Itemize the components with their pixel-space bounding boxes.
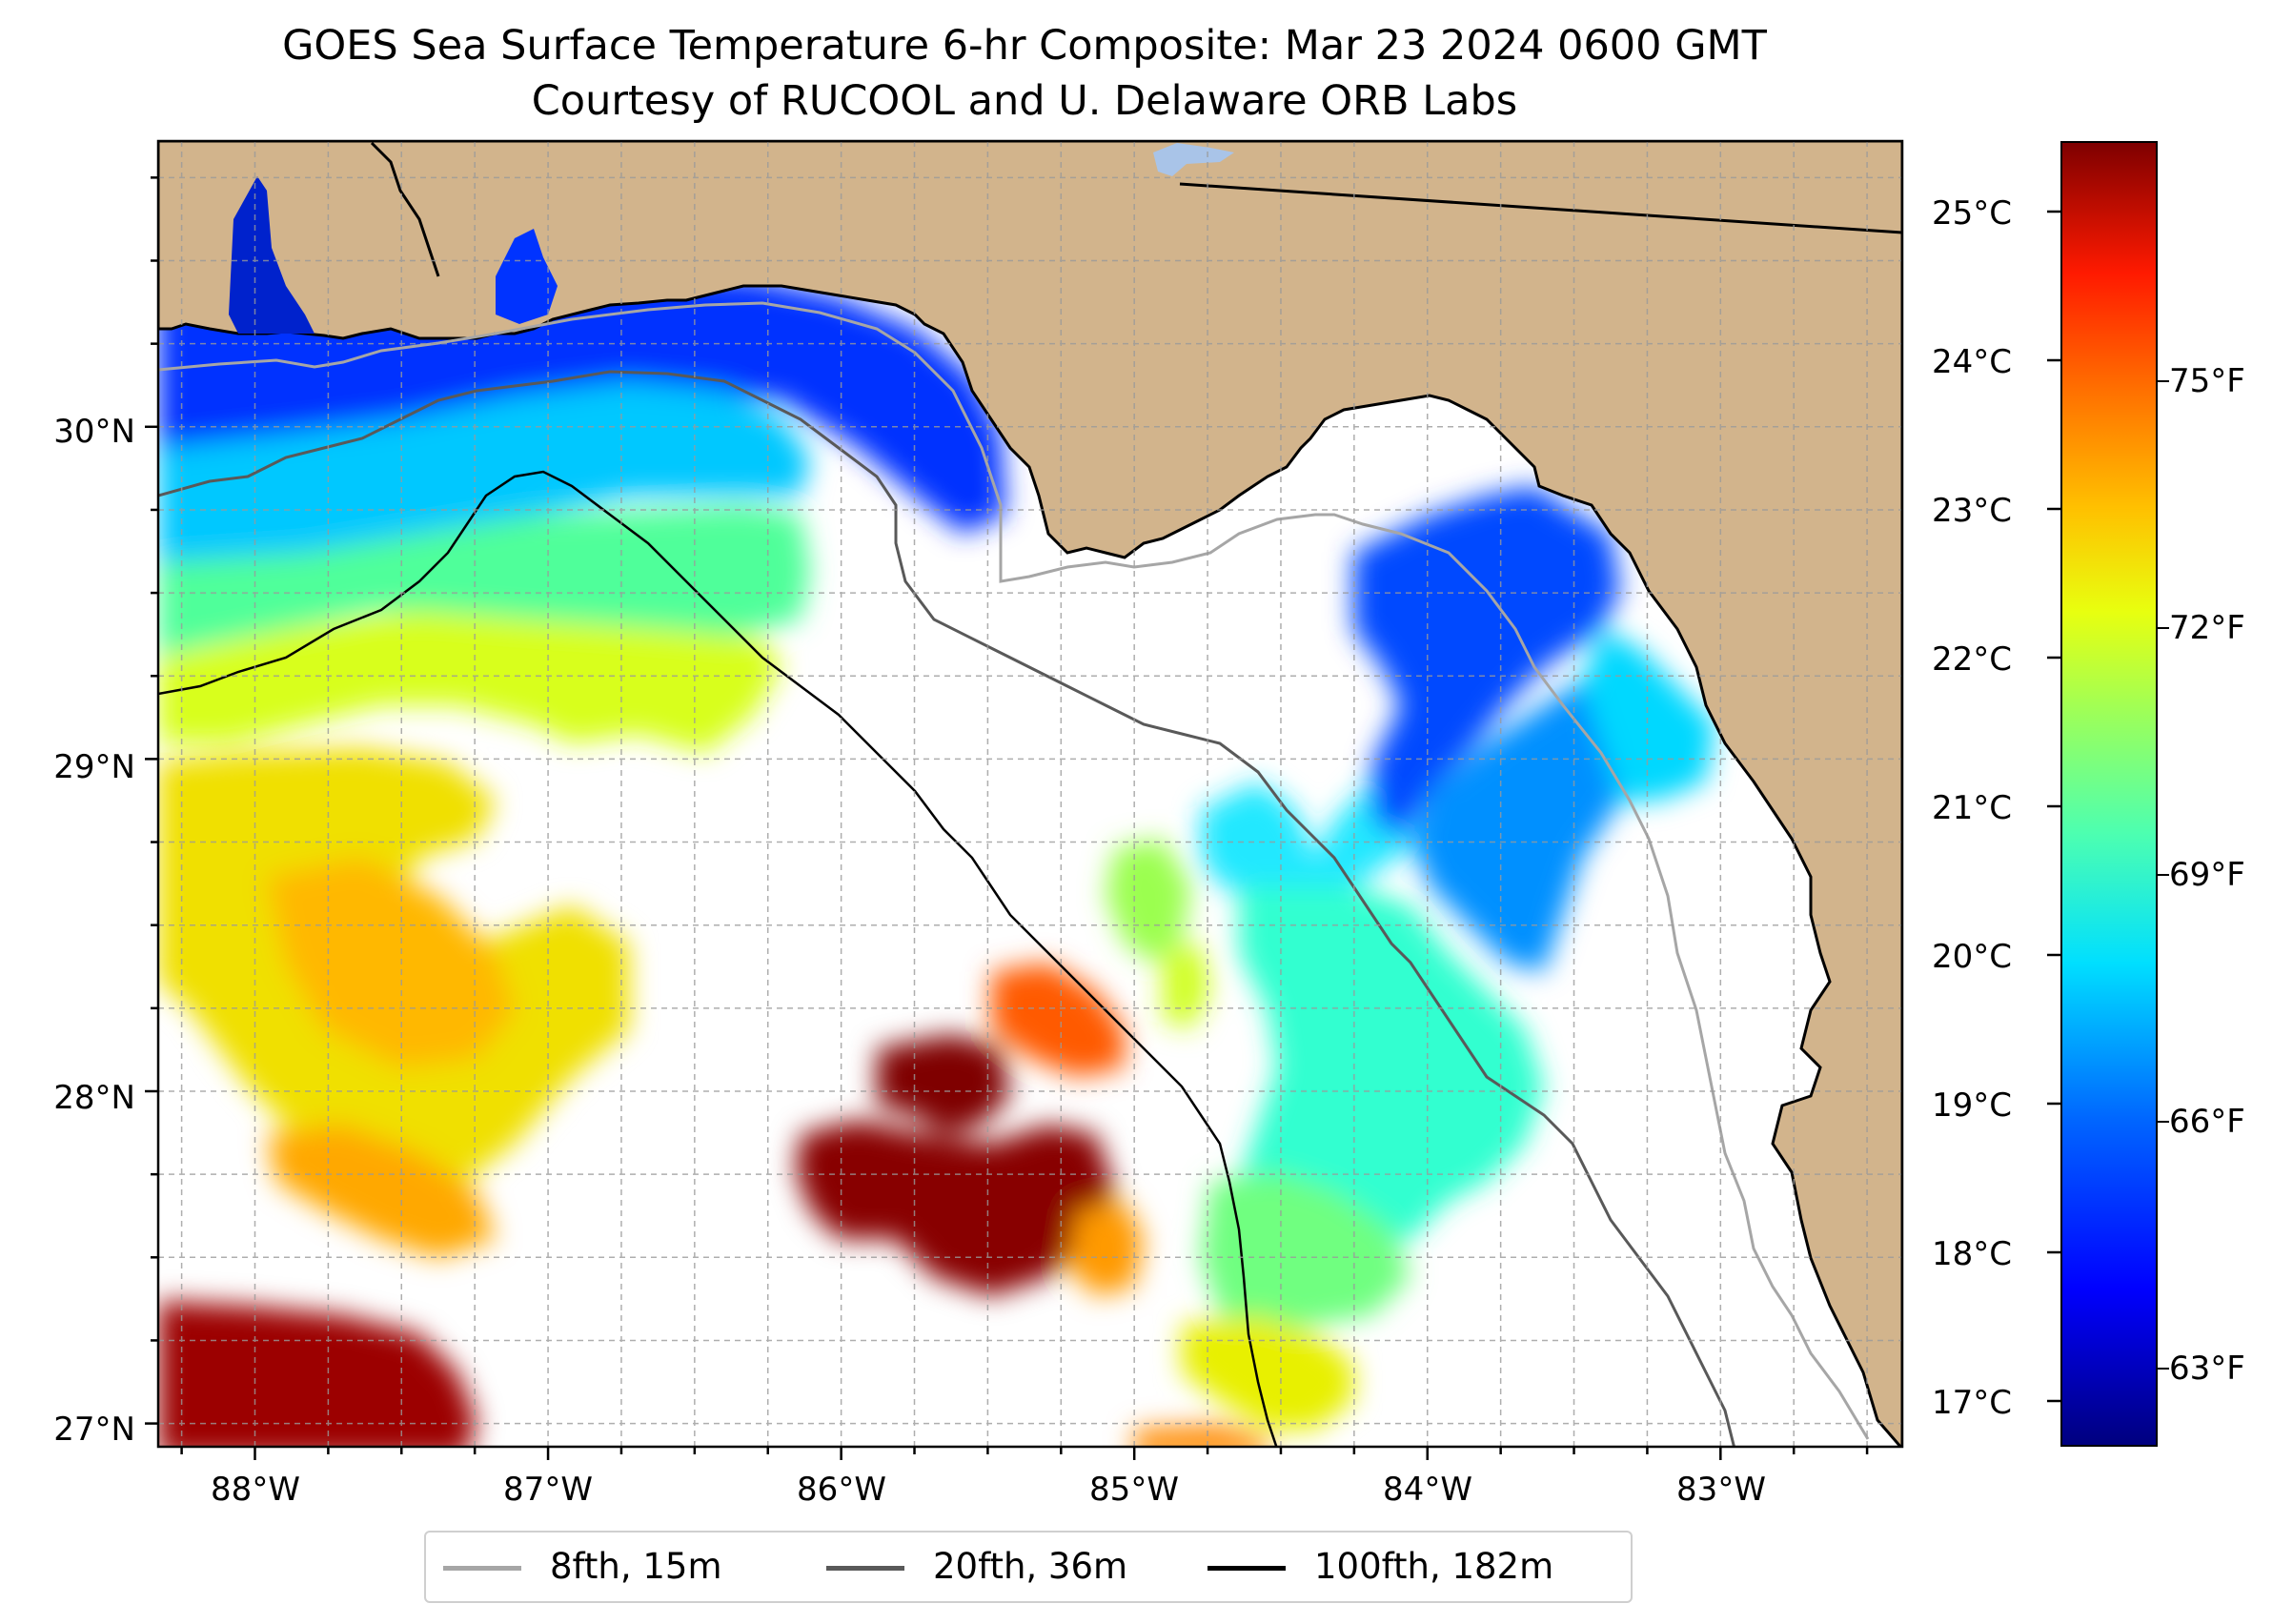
fahrenheit-label-69: 69°F — [2169, 856, 2245, 894]
celsius-label-24: 24°C — [1932, 343, 2013, 381]
figure-title: GOES Sea Surface Temperature 6-hr Compos… — [282, 22, 1767, 70]
contour-100fth — [158, 470, 1278, 1447]
contour-20fth — [158, 370, 1736, 1447]
lon-label-86w: 86°W — [797, 1471, 886, 1509]
sst-patch-eddy-dark — [796, 1120, 1115, 1296]
sst-patch-eddy-orange — [991, 963, 1125, 1077]
mobile-bay-water — [229, 176, 315, 334]
axis-ticks — [145, 176, 2060, 1460]
fahrenheit-label-66: 66°F — [2169, 1103, 2245, 1141]
temperature-colorbar — [2060, 141, 2158, 1447]
sst-patch-south-yellow — [1182, 1315, 1353, 1430]
lat-label-30n: 30°N — [53, 413, 135, 451]
inland-lake — [1153, 143, 1234, 176]
legend-label-20fth: 20fth, 36m — [933, 1546, 1128, 1587]
sst-patch-center-green — [1106, 839, 1191, 963]
contour-8fth — [158, 301, 1870, 1440]
state-boundary-west — [370, 141, 440, 277]
celsius-label-17: 17°C — [1932, 1384, 2013, 1422]
celsius-label-23: 23°C — [1932, 492, 2013, 530]
lon-label-88w: 88°W — [211, 1471, 300, 1509]
land-coastline — [158, 141, 1902, 1447]
celsius-label-25: 25°C — [1932, 194, 2013, 233]
sst-patch-southwest-orange — [267, 1125, 496, 1258]
state-boundary — [1179, 182, 1902, 234]
celsius-label-20: 20°C — [1932, 938, 2013, 976]
contour-legend: 8fth, 15m 20fth, 36m 100fth, 182m — [424, 1531, 1633, 1603]
lat-label-28n: 28°N — [53, 1079, 135, 1117]
sst-patch-eddy-south-orange — [1067, 1201, 1144, 1296]
legend-label-100fth: 100fth, 182m — [1314, 1546, 1554, 1587]
lat-label-27n: 27°N — [53, 1411, 135, 1449]
colorbar-tick-72f — [2158, 627, 2169, 629]
figure-subtitle: Courtesy of RUCOOL and U. Delaware ORB L… — [531, 77, 1518, 125]
legend-swatch-100fth — [1207, 1566, 1286, 1571]
lon-label-85w: 85°W — [1089, 1471, 1179, 1509]
sst-patch-bigbend-blue — [1353, 486, 1620, 839]
map-frame — [156, 139, 1904, 1449]
lon-label-83w: 83°W — [1676, 1471, 1766, 1509]
celsius-label-22: 22°C — [1932, 640, 2013, 679]
sst-patch-bigbend-cyan — [1582, 629, 1715, 801]
sst-patch-bigbend-lightblue — [1410, 667, 1658, 972]
sst-patch-center-cyan — [1201, 782, 1410, 896]
lon-label-84w: 84°W — [1383, 1471, 1472, 1509]
colorbar-tick-69f — [2158, 874, 2169, 876]
lon-label-87w: 87°W — [503, 1471, 593, 1509]
celsius-label-21: 21°C — [1932, 789, 2013, 827]
colorbar-tick-75f — [2158, 380, 2169, 382]
legend-label-8fth: 8fth, 15m — [550, 1546, 722, 1587]
sst-patch-north-mid — [158, 381, 810, 572]
sst-patch-north-yellow — [158, 610, 781, 753]
colorbar-tick-66f — [2158, 1121, 2169, 1123]
lat-label-29n: 29°N — [53, 748, 135, 786]
sst-patch-southwest-hot — [158, 1301, 477, 1447]
sst-patch-south-green — [1201, 1172, 1410, 1334]
sst-patch-eddy-red — [877, 1034, 1010, 1134]
celsius-label-19: 19°C — [1932, 1086, 2013, 1125]
fahrenheit-label-75: 75°F — [2169, 362, 2245, 400]
gridlines — [158, 141, 1902, 1447]
legend-swatch-20fth — [826, 1566, 904, 1571]
legend-swatch-8fth — [443, 1566, 521, 1571]
pensacola-bay-water — [496, 229, 558, 324]
sst-patch-south-orange-edge — [1134, 1425, 1268, 1447]
sst-patch-north-cold — [158, 274, 1005, 534]
celsius-label-18: 18°C — [1932, 1235, 2013, 1273]
sst-patch-center-aqua — [1239, 886, 1544, 1258]
fahrenheit-label-63: 63°F — [2169, 1350, 2245, 1388]
colorbar-tick-63f — [2158, 1368, 2169, 1370]
fahrenheit-label-72: 72°F — [2169, 609, 2245, 647]
